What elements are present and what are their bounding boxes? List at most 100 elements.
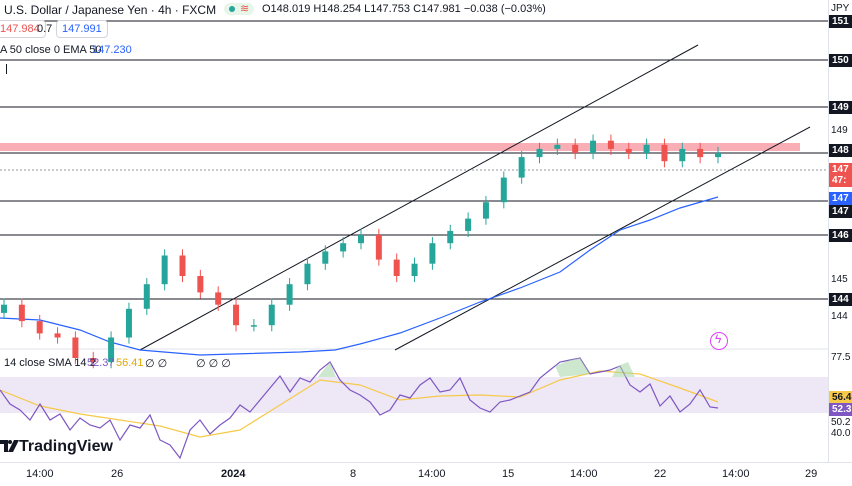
candle-up xyxy=(322,251,329,264)
time-tick: 2024 xyxy=(221,468,246,480)
candle-up xyxy=(465,218,472,231)
candle-up xyxy=(679,148,686,162)
wave-icon: ≋ xyxy=(240,3,250,15)
candle-down xyxy=(197,276,204,293)
current-price-countdown: 47: xyxy=(832,175,847,186)
rsi-sma-line xyxy=(0,370,719,438)
current-price-top: 147 xyxy=(832,164,849,175)
candle-up xyxy=(590,140,597,153)
price-chart[interactable] xyxy=(0,0,828,462)
rsi-axis-tick: 40.0 xyxy=(831,428,851,439)
candle-down xyxy=(572,144,579,153)
tradingview-logo[interactable]: TradingView xyxy=(0,438,113,459)
rsi-axis-label: 52.3 xyxy=(829,403,852,416)
price-axis-label: 149 xyxy=(829,101,852,114)
candle-up xyxy=(482,202,489,219)
spread-value: 0.7 xyxy=(37,23,53,35)
ema-50-line xyxy=(0,196,719,356)
candle-down xyxy=(625,148,632,153)
candle-up xyxy=(108,337,115,363)
candle-down xyxy=(90,358,97,363)
candle-down xyxy=(375,235,382,260)
candle-up xyxy=(268,304,275,326)
rsi-sma-value: 56.41 xyxy=(116,357,144,369)
candle-up xyxy=(518,157,525,178)
ema-price-label: 147 xyxy=(829,192,852,205)
candle-down xyxy=(179,255,186,276)
axis-currency: JPY xyxy=(831,3,850,14)
candle-down xyxy=(215,292,222,305)
ema-indicator-value: 147.230 xyxy=(92,44,132,56)
rsi-extra-values: ∅ ∅ xyxy=(145,358,168,370)
rsi-indicator-label[interactable]: 14 close SMA 14 2 xyxy=(4,357,96,369)
price-axis-label: 150 xyxy=(829,54,852,67)
price-tick: 144 xyxy=(831,311,848,322)
tradingview-wordmark: TradingView xyxy=(19,438,113,455)
candle-down xyxy=(393,259,400,276)
rsi-value: 52.37 xyxy=(87,357,115,369)
candle-down xyxy=(233,304,240,326)
time-tick: 26 xyxy=(111,468,124,480)
price-axis-label: 148 xyxy=(829,144,852,157)
market-status-badge[interactable]: ≋ xyxy=(224,3,254,15)
price-axis-label: 146 xyxy=(829,229,852,242)
price-tick: 149 xyxy=(831,125,848,136)
horizontal-levels xyxy=(0,20,828,300)
lightning-icon[interactable]: ϟ xyxy=(710,332,728,350)
price-axis-label: 151 xyxy=(829,15,852,28)
candle-down xyxy=(661,144,668,162)
current-price-label: 147 47: xyxy=(829,163,852,187)
candle-up xyxy=(536,148,543,158)
time-tick: 29 xyxy=(805,468,818,480)
candle-up xyxy=(1,304,7,313)
candle-up xyxy=(340,243,347,252)
candle-up xyxy=(500,177,507,203)
candle-up xyxy=(715,153,721,158)
candle-up xyxy=(286,284,293,305)
price-axis-label: 147 xyxy=(829,205,852,218)
candle-up xyxy=(554,144,561,149)
rsi-sma-axis-label: 56.4 xyxy=(829,391,852,404)
resistance-zone xyxy=(0,143,800,151)
candle-up xyxy=(143,284,150,309)
tradingview-logo-icon xyxy=(0,440,19,452)
candle-up xyxy=(411,263,418,276)
collapse-legend-icon[interactable] xyxy=(0,64,7,74)
candle-down xyxy=(36,321,43,334)
time-tick: 14:00 xyxy=(570,468,598,480)
rsi-overbought-fill xyxy=(318,358,635,377)
symbol-title[interactable]: U.S. Dollar / Japanese Yen · 4h · FXCM xyxy=(4,3,217,17)
candle-up xyxy=(125,308,132,338)
rsi-overbought-band xyxy=(0,377,828,413)
rsi-axis-tick: 77.5 xyxy=(831,352,851,363)
buy-button[interactable]: 147.991 xyxy=(56,20,108,38)
candle-up xyxy=(643,144,650,153)
time-tick: 15 xyxy=(502,468,515,480)
rsi-line xyxy=(0,357,719,460)
candle-down xyxy=(607,140,614,149)
candle-up xyxy=(304,263,311,285)
time-tick: 8 xyxy=(350,468,357,480)
candle-up xyxy=(358,235,364,244)
ohlc-values: O148.019 H148.254 L147.753 C147.981 −0.0… xyxy=(262,3,546,15)
rsi-extra-values-2: ∅ ∅ ∅ xyxy=(196,358,231,370)
price-axis-label: 144 xyxy=(829,293,852,306)
price-tick: 145 xyxy=(831,274,848,285)
candles xyxy=(1,134,721,369)
trend-channel xyxy=(139,44,811,351)
rsi-axis-tick: 50.2 xyxy=(831,417,851,428)
candle-up xyxy=(447,230,454,244)
candle-down xyxy=(54,333,61,338)
candle-up xyxy=(250,325,257,327)
market-open-dot-icon xyxy=(229,6,235,12)
sell-button[interactable]: 147.984 xyxy=(0,20,46,38)
time-axis[interactable] xyxy=(0,462,852,486)
time-tick: 22 xyxy=(654,468,667,480)
candle-up xyxy=(161,255,168,285)
candle-down xyxy=(72,337,79,358)
candle-up xyxy=(429,243,436,264)
ema-indicator-label[interactable]: A 50 close 0 EMA 50 xyxy=(0,44,102,56)
time-tick: 14:00 xyxy=(722,468,750,480)
time-tick: 14:00 xyxy=(26,468,54,480)
candle-down xyxy=(18,304,25,322)
